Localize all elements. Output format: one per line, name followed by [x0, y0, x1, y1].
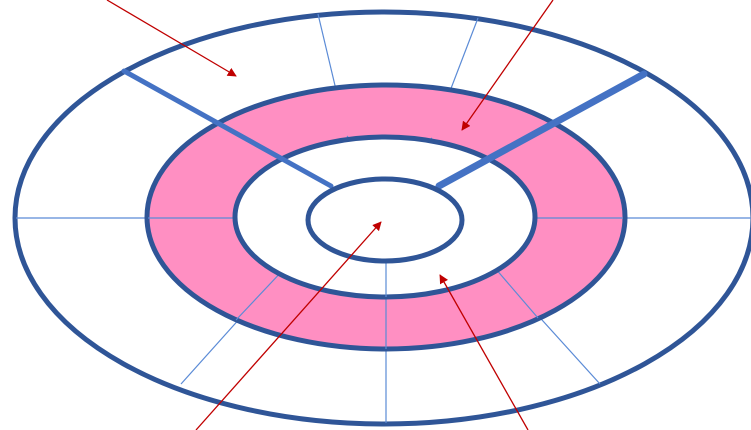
heavy-dividers — [121, 68, 648, 190]
pointer-arrows — [106, 0, 554, 430]
arrow-outer-ring — [106, 0, 237, 77]
center-ellipse — [305, 176, 465, 264]
heavy-divider-left — [121, 68, 334, 189]
arrow-inner-ring — [439, 274, 529, 430]
arrow-highlighted-ring — [461, 0, 554, 131]
heavy-divider-right — [435, 70, 648, 190]
arrow-center — [195, 221, 382, 430]
